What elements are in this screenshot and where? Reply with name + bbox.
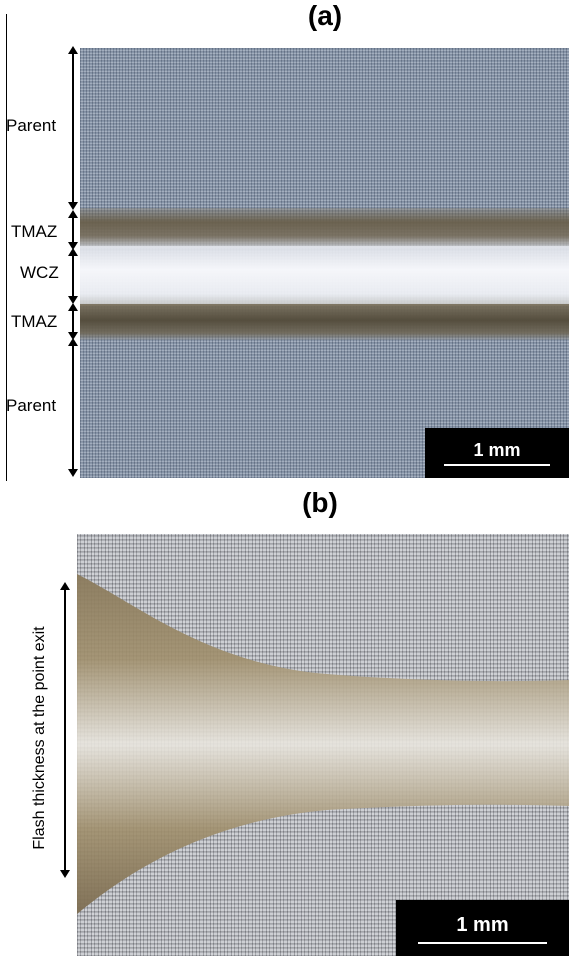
micrograph-b [77, 534, 569, 956]
wcz-band [80, 246, 569, 306]
zone-label-parent-bottom: Parent [6, 396, 57, 415]
scale-bar-b-line [418, 942, 547, 944]
flash-thickness-label: Flash thickness at the point exit [31, 626, 48, 850]
double-arrow-parent-top [68, 46, 78, 210]
double-arrow-tmaz-bottom [68, 303, 78, 340]
panel-b-label: (b) [302, 487, 338, 518]
double-arrow-flash-thickness [60, 582, 70, 878]
zone-label-tmaz-bottom: TMAZ [11, 312, 58, 331]
zone-label-tmaz-top: TMAZ [11, 222, 58, 241]
micrograph-a [80, 48, 569, 478]
tmaz-bottom-band [80, 304, 569, 340]
double-arrow-wcz [68, 248, 78, 304]
zone-label-parent-top: Parent [6, 116, 57, 135]
scale-bar-a-line [444, 464, 550, 466]
scale-bar-b: 1 mm [396, 900, 569, 956]
scale-bar-a-label: 1 mm [473, 440, 521, 460]
scale-bar-a: 1 mm [425, 428, 569, 478]
zone-label-wcz: WCZ [20, 263, 59, 282]
panel-a-left-rule [6, 14, 7, 481]
double-arrow-parent-bottom [68, 338, 78, 477]
tmaz-top-band [80, 208, 569, 248]
panel-a-label: (a) [307, 0, 343, 31]
scale-bar-b-label: 1 mm [456, 914, 509, 936]
double-arrow-tmaz-top [68, 210, 78, 250]
flash-region [77, 574, 569, 914]
